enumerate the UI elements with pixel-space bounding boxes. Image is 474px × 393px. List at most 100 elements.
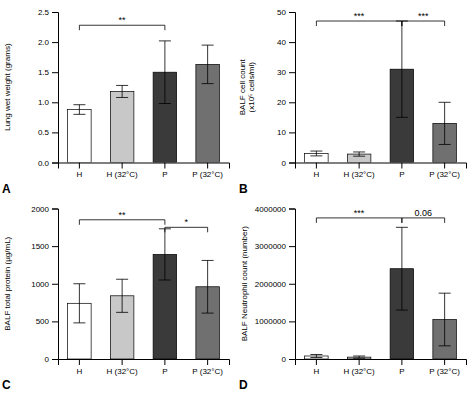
plot-area bbox=[305, 21, 457, 162]
significance-label: *** bbox=[354, 208, 365, 218]
y-tick: 30 bbox=[277, 68, 295, 77]
x-tick-mark bbox=[401, 359, 402, 365]
x-tick-mark bbox=[316, 359, 317, 365]
y-tick-label: 50 bbox=[277, 8, 286, 17]
y-tick: 2.5 bbox=[38, 8, 58, 17]
y-tick-label: 2.5 bbox=[38, 8, 50, 17]
x-tick: H bbox=[76, 359, 82, 376]
error-bar bbox=[116, 85, 128, 97]
y-axis-line bbox=[52, 209, 59, 360]
panel: 0.00.51.01.52.02.5HH (32°C)PP (32°C)**Lu… bbox=[2, 8, 230, 195]
error-bar-cap bbox=[353, 358, 365, 359]
error-bar-cap bbox=[116, 279, 128, 280]
error-bar-stem bbox=[359, 152, 360, 156]
error-bar-stem bbox=[401, 21, 402, 117]
y-axis: 0 1000000 2000000 3000000 4000000 bbox=[255, 205, 296, 365]
y-tick-label: 4000000 bbox=[255, 205, 287, 214]
y-axis: 0.00.51.01.52.02.5 bbox=[38, 8, 59, 168]
error-bar-cap bbox=[353, 151, 365, 152]
y-tick: 20 bbox=[277, 98, 295, 107]
error-bar-cap bbox=[73, 283, 85, 284]
y-tick: 0 bbox=[282, 355, 295, 364]
significance-bracket bbox=[79, 25, 165, 30]
x-axis: HH (32°C)PP (32°C) bbox=[59, 359, 230, 376]
panel-label: C bbox=[2, 378, 11, 392]
y-tick-label: 0.0 bbox=[38, 159, 50, 168]
y-tick: 3000000 bbox=[255, 242, 295, 251]
x-tick-label: H bbox=[76, 170, 82, 179]
significance-label: ** bbox=[119, 15, 127, 25]
annotations: ** bbox=[79, 15, 165, 30]
significance-bracket bbox=[316, 21, 402, 26]
y-tick-mark bbox=[52, 321, 58, 322]
y-tick-label: 0.5 bbox=[38, 128, 50, 137]
y-tick-label: 0 bbox=[282, 159, 287, 168]
error-bar bbox=[439, 102, 451, 144]
error-bar-stem bbox=[79, 105, 80, 115]
y-axis-title: Lung wet weight (grams) bbox=[3, 43, 12, 131]
error-bar bbox=[202, 45, 214, 84]
error-bar-cap bbox=[116, 85, 128, 86]
y-tick-mark bbox=[52, 42, 58, 43]
figure: 0.00.51.01.52.02.5HH (32°C)PP (32°C)**Lu… bbox=[0, 0, 474, 393]
y-tick-label: 500 bbox=[36, 317, 50, 326]
error-bar-stem bbox=[207, 45, 208, 84]
significance-label: *** bbox=[418, 11, 429, 21]
y-tick-mark bbox=[52, 359, 58, 360]
y-tick: 40 bbox=[277, 38, 295, 47]
panel: 01000000200000030000004000000HH (32°C)PP… bbox=[239, 205, 467, 392]
y-axis-title-line: BALF cell count bbox=[238, 58, 247, 115]
y-tick: 1.5 bbox=[38, 68, 58, 77]
significance-label: 0.06 bbox=[414, 208, 432, 218]
error-bar-cap bbox=[439, 102, 451, 103]
annotations: *** 0.06 bbox=[316, 208, 444, 223]
error-bar bbox=[159, 229, 171, 280]
error-bar-cap bbox=[439, 293, 451, 294]
error-bar-cap bbox=[159, 279, 171, 280]
y-tick: 2000000 bbox=[255, 280, 295, 289]
error-bar-cap bbox=[202, 313, 214, 314]
x-tick: P bbox=[399, 359, 404, 376]
error-bar bbox=[202, 260, 214, 313]
significance-label: * bbox=[184, 217, 188, 227]
panel-label: D bbox=[239, 378, 248, 392]
y-axis-title: BALF total protein (µg/mL) bbox=[3, 236, 12, 330]
y-tick-mark bbox=[289, 321, 295, 322]
y-tick: 0 bbox=[45, 355, 58, 364]
x-tick-mark bbox=[401, 163, 402, 169]
y-tick-mark bbox=[52, 12, 58, 13]
x-tick: P bbox=[162, 359, 167, 376]
error-bar bbox=[73, 284, 85, 323]
y-tick-mark bbox=[289, 284, 295, 285]
y-axis-line bbox=[52, 13, 59, 164]
y-axis-title-line: Lung wet weight (grams) bbox=[3, 43, 12, 131]
y-tick-label: 1500 bbox=[31, 242, 49, 251]
y-tick-label: 2000000 bbox=[255, 280, 287, 289]
panel: 0500100015002000HH (32°C)PP (32°C)***BAL… bbox=[2, 205, 230, 392]
error-bar bbox=[310, 354, 322, 357]
error-bar-cap bbox=[202, 260, 214, 261]
error-bar-cap bbox=[310, 354, 322, 355]
error-bar-cap bbox=[396, 227, 408, 228]
x-tick: P (32°C) bbox=[429, 163, 460, 180]
y-axis-title: BALF Neutrophil count (number) bbox=[240, 226, 249, 342]
x-axis: HH (32°C)PP (32°C) bbox=[59, 163, 230, 180]
y-tick: 10 bbox=[277, 128, 295, 137]
error-bar-cap bbox=[396, 117, 408, 118]
y-tick: 1500 bbox=[31, 242, 58, 251]
plot-area bbox=[68, 41, 220, 163]
y-tick: 1000000 bbox=[255, 317, 295, 326]
y-tick-label: 1.5 bbox=[38, 68, 50, 77]
y-tick-mark bbox=[52, 284, 58, 285]
x-tick-mark bbox=[444, 163, 445, 169]
error-bar-stem bbox=[122, 85, 123, 97]
panel: 01020304050HH (32°C)PP (32°C)******BALF … bbox=[238, 8, 467, 195]
x-tick-label: H (32°C) bbox=[344, 170, 376, 179]
significance-bracket bbox=[79, 220, 165, 225]
error-bar-stem bbox=[122, 279, 123, 312]
x-tick-mark bbox=[359, 359, 360, 365]
x-tick-label: H bbox=[313, 367, 319, 376]
y-tick-label: 40 bbox=[277, 38, 286, 47]
error-bar-stem bbox=[164, 41, 165, 104]
x-tick-label: P (32°C) bbox=[429, 367, 460, 376]
